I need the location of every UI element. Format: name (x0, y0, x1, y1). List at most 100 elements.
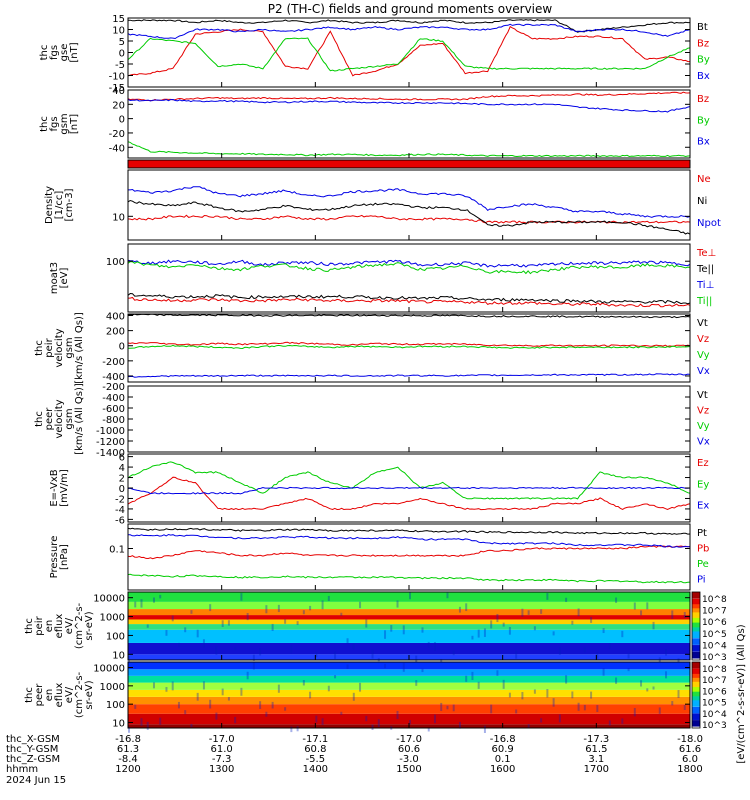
spectrogram-speckle (265, 605, 268, 614)
spectrogram-speckle (384, 664, 387, 669)
colorbar-tick-label: 10^8 (702, 665, 727, 675)
spectrogram-speckle (177, 701, 180, 709)
series-line-Te⊥ (128, 296, 691, 308)
spectrogram-speckle (552, 698, 555, 707)
spectrogram-band (128, 624, 690, 630)
spectrogram-speckle (640, 610, 643, 616)
spectrogram-speckle (602, 667, 605, 676)
spectrogram-speckle (346, 638, 349, 644)
spectrogram-speckle (190, 723, 193, 728)
y-tick-label: 5 (119, 37, 125, 48)
spectrogram-speckle (271, 701, 274, 709)
spectrogram-speckle (390, 625, 393, 632)
spectrogram-speckle (527, 610, 530, 615)
series-line-Pe (127, 573, 691, 584)
spectrogram-speckle (496, 670, 499, 676)
y-tick-label: 4 (119, 463, 125, 474)
spectrogram-speckle (177, 642, 180, 648)
y-axis-label: thc (34, 411, 45, 427)
spectrogram-speckle (508, 627, 511, 635)
y-axis-label: gsm (64, 408, 75, 429)
y-tick-label: -800 (102, 415, 125, 426)
spectrogram-speckle (471, 671, 474, 680)
panel-frame (127, 385, 691, 453)
y-axis-label: (cm^2-s- (74, 671, 85, 718)
spectrogram-band (128, 689, 690, 697)
spectrogram-speckle (458, 721, 461, 729)
series-line-Bx (127, 98, 691, 113)
separator-frame (127, 159, 691, 169)
x-axis-block: thc_X-GSM -16.8 -17.0 -17.1 -17.0 -16.8 -17.3 -… (6, 734, 703, 786)
colorbar-tick-label: 10^3 (702, 653, 727, 663)
spectrogram-speckle (577, 608, 580, 617)
spectrogram-speckle (340, 711, 343, 715)
y-axis-label: eV/ (64, 617, 75, 634)
y-tick-label: 0.1 (109, 545, 125, 556)
spectrogram-speckle (402, 625, 405, 635)
y-axis-label: [nPa] (59, 544, 70, 570)
spectrogram-speckle (290, 726, 293, 733)
y-tick-label: -40 (109, 143, 125, 154)
colorbar-tick-label: 10^6 (702, 687, 727, 697)
y-tick-label: 40 (112, 86, 125, 97)
spectrogram-speckle (159, 594, 162, 599)
spectrogram-band (128, 682, 690, 690)
colorbar-segment (692, 696, 700, 703)
spectrogram-speckle (271, 623, 274, 631)
spectrogram-speckle (677, 690, 680, 698)
legend-label: By (697, 115, 710, 126)
legend-label: By (697, 55, 710, 66)
colorbar-segment (692, 687, 700, 694)
spectrogram-speckle (240, 687, 243, 696)
y-tick-label: 6 (119, 453, 125, 464)
spectrogram-speckle (421, 627, 424, 633)
panel-fgs_gsm: Bz By Bx 40 20 0 -20 -40 thc fgs gsm [nT] (39, 86, 710, 159)
spectrogram-speckle (571, 620, 574, 625)
colorbar-segment (692, 598, 700, 606)
spectrogram-band (128, 619, 690, 625)
y-axis-label: [eV] (59, 268, 70, 289)
spectrogram-speckle (140, 718, 143, 726)
y-axis-label: [cm-3] (64, 188, 75, 221)
spectrogram-speckle (415, 680, 418, 686)
red-separator-band (128, 160, 690, 168)
legend-label: Ti|| (696, 296, 712, 307)
legend-label: Vy (697, 421, 710, 432)
legend-label: Bz (697, 94, 709, 105)
y-axis-label: sr-eV) (84, 680, 95, 709)
x-axis-value: 1700 (584, 764, 609, 775)
y-tick-label: -1200 (96, 437, 125, 448)
colorbar-tick-label: 10^7 (702, 676, 727, 686)
spectrogram-speckle (190, 610, 193, 614)
spectrogram-speckle (396, 600, 399, 608)
panel-density: Ne Ni Npot 10 Density [1/cc] [cm-3] (44, 169, 721, 241)
colorbar-segment (692, 622, 700, 630)
y-axis-label: thc (24, 687, 35, 703)
spectrogram-speckle (533, 626, 536, 631)
colorbar-tick-label: 10^7 (702, 607, 727, 617)
spectrogram-speckle (315, 715, 318, 723)
spectrogram-speckle (128, 726, 130, 733)
spectrogram-band (128, 615, 690, 620)
spectrogram-speckle (340, 612, 343, 616)
y-tick-label: 10 (112, 212, 125, 223)
x-axis-row-label: thc_Z-GSM (6, 754, 60, 765)
x-axis-value: 61.6 (679, 744, 701, 755)
y-tick-label: -15 (109, 83, 125, 94)
legend-label: Bx (697, 71, 710, 82)
y-axis-label: eV/ (64, 686, 75, 703)
colorbar-tick-label: 10^4 (702, 710, 727, 720)
spectrogram-speckle (184, 627, 187, 633)
spectrogram-speckle (134, 704, 137, 709)
legend-label: Te⊥ (696, 248, 716, 259)
colorbar-peer_spectrogram: 10^810^710^6 10^510^410^3 (691, 661, 727, 731)
spectrogram-speckle (515, 709, 518, 714)
panel-pressure: Pt Pb Pe Pi 0.1 Pressure [nPa] (49, 523, 709, 591)
spectrogram-speckle (433, 714, 436, 724)
spectrogram-speckle (665, 649, 668, 656)
spectrogram-speckle (471, 635, 474, 640)
spectrogram-speckle (558, 646, 561, 655)
panel-frame (127, 523, 691, 591)
legend-label: Vy (697, 350, 710, 361)
x-axis-value: 61.0 (211, 744, 233, 755)
